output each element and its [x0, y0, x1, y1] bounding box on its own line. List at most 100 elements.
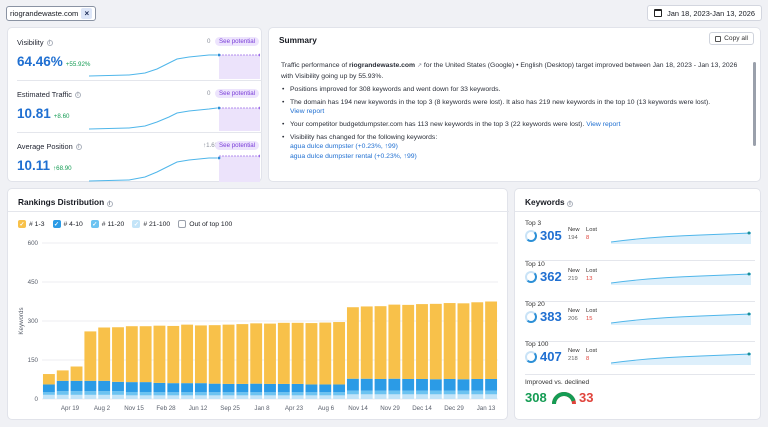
- x-tick-label: Feb 28: [156, 405, 176, 412]
- keyword-link[interactable]: agua dulce dumpster: [290, 143, 354, 151]
- y-tick-label: 0: [35, 396, 39, 403]
- info-icon[interactable]: i: [75, 143, 82, 150]
- bar-segment: [346, 390, 359, 395]
- x-tick-label: Aug 2: [94, 405, 111, 412]
- x-tick-label: Jun 12: [189, 405, 208, 412]
- improved-declined: Improved vs. declined 308 33: [525, 379, 755, 415]
- bar-segment: [70, 394, 83, 399]
- bar-segment: [42, 394, 55, 399]
- x-tick-label: Dec 14: [412, 405, 432, 412]
- legend-item[interactable]: ✓ # 11-20: [90, 220, 125, 228]
- x-tick-label: Apr 23: [285, 405, 304, 412]
- kw-block-top100[interactable]: Top 100 407 New 218 Lost 8: [525, 341, 755, 377]
- bar-segment: [429, 390, 442, 395]
- bar-segment: [167, 383, 180, 393]
- bar-segment: [416, 304, 428, 379]
- see-potential-badge[interactable]: See potential: [215, 37, 260, 46]
- summary-card: Summary Copy all Traffic performance of …: [268, 27, 761, 182]
- bar-segment: [153, 382, 166, 393]
- bar-segment: [42, 392, 55, 395]
- bar-segment: [471, 378, 484, 391]
- bar-segment: [443, 390, 456, 395]
- bar-segment: [416, 378, 428, 391]
- bar-segment: [98, 394, 111, 399]
- kw-block-top3[interactable]: Top 3 305 New 194 Lost 8: [525, 220, 755, 256]
- bar-segment: [222, 324, 235, 384]
- bar-segment: [416, 394, 428, 399]
- kw-block-label: Top 100: [525, 341, 549, 348]
- potential-value: 0: [207, 90, 211, 97]
- bar-segment: [305, 392, 318, 396]
- bar-segment: [277, 322, 290, 384]
- keyword-link[interactable]: agua dulce dumpster rental: [290, 152, 373, 160]
- copy-all-button[interactable]: Copy all: [709, 32, 754, 45]
- bar-segment: [125, 326, 138, 383]
- bar-segment: [360, 378, 373, 391]
- bar-segment: [277, 383, 290, 393]
- bar-segment: [374, 390, 387, 395]
- summary-item: Your competitor budgetdumpster.com has 1…: [281, 120, 743, 130]
- kw-block-top20[interactable]: Top 20 383 New 206 Lost 15: [525, 301, 755, 337]
- bar-segment: [277, 395, 290, 399]
- bar-segment: [333, 395, 346, 399]
- keyword-change: (+0.23%, ↑99): [355, 143, 398, 151]
- bar-segment: [457, 394, 470, 399]
- bar-segment: [429, 303, 442, 380]
- rankings-chart: 0 150 300 450 600 Keywords Apr 19 Aug 2 Nov 15 Fe…: [18, 240, 498, 412]
- summary-scrollbar[interactable]: [753, 62, 756, 146]
- see-potential-badge[interactable]: See potential: [215, 141, 260, 150]
- legend-item[interactable]: ✓ # 1-3: [18, 220, 45, 228]
- keyword-change: (+0.23%, ↑99): [374, 152, 417, 160]
- kw-new: 206: [568, 316, 578, 322]
- bar-segment: [181, 383, 194, 393]
- bar-segment: [250, 392, 263, 396]
- bar-segment: [319, 322, 332, 385]
- bar-segment: [443, 303, 456, 379]
- info-icon[interactable]: i: [46, 39, 53, 46]
- bar-segment: [305, 395, 318, 399]
- x-tick-label: Dec 29: [444, 405, 464, 412]
- check-icon: ✓: [90, 220, 99, 228]
- kw-block-top10[interactable]: Top 10 362 New 219 Lost 13: [525, 261, 755, 297]
- calendar-icon: [654, 9, 663, 17]
- kw-lost: 15: [586, 316, 593, 322]
- kw-value: 305: [540, 228, 562, 243]
- domain-chip[interactable]: riograndewaste.com ×: [6, 6, 97, 21]
- y-tick-label: 600: [28, 240, 39, 247]
- bar-segment: [125, 395, 138, 399]
- divider: [525, 260, 755, 261]
- bar-segment: [181, 395, 194, 399]
- bar-segment: [250, 383, 263, 393]
- bar-segment: [291, 395, 304, 399]
- date-range-button[interactable]: Jan 18, 2023-Jan 13, 2026: [647, 5, 762, 21]
- bar-segment: [153, 395, 166, 399]
- metric-delta: +8.60: [53, 113, 70, 120]
- rankings-card: Rankings Distribution i ✓ # 1-3 ✓ # 4-10 ✓…: [7, 188, 509, 420]
- bar-segment: [333, 322, 346, 385]
- external-link-icon[interactable]: ↗: [417, 63, 423, 69]
- kw-sparkline: [611, 352, 751, 365]
- bar-segment: [277, 392, 290, 396]
- close-icon[interactable]: ×: [81, 8, 93, 19]
- kw-new: 194: [568, 235, 578, 241]
- info-icon[interactable]: i: [566, 201, 573, 207]
- view-report-link[interactable]: View report: [586, 120, 621, 128]
- x-tick-label: Jan 8: [254, 405, 270, 412]
- legend-item[interactable]: ✓ # 4-10: [52, 220, 83, 228]
- view-report-link[interactable]: View report: [290, 108, 325, 116]
- info-icon[interactable]: i: [74, 91, 81, 98]
- kw-block-label: Top 3: [525, 220, 542, 227]
- bar-segment: [222, 392, 235, 396]
- bar-segment: [333, 384, 346, 393]
- bar-segment: [457, 379, 470, 391]
- kw-value: 383: [540, 309, 562, 324]
- kw-value: 407: [540, 349, 562, 364]
- metrics-card: Visibility i 64.46% +55.92% 0 See potentia…: [7, 27, 262, 182]
- summary-intro: Traffic performance of riograndewaste.co…: [281, 62, 738, 80]
- legend-item[interactable]: Out of top 100: [178, 220, 232, 228]
- info-icon[interactable]: i: [106, 201, 113, 207]
- legend-item[interactable]: ✓ # 21-100: [132, 220, 171, 228]
- bar-segment: [56, 370, 69, 381]
- bar-segment: [236, 395, 249, 399]
- see-potential-badge[interactable]: See potential: [215, 89, 260, 98]
